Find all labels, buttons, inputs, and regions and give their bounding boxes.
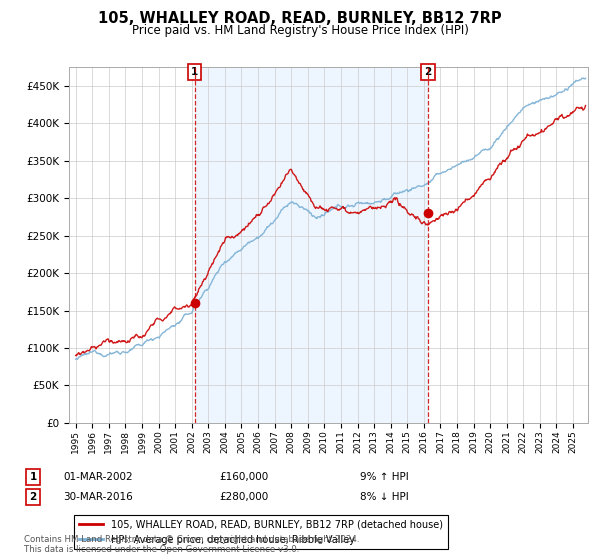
Bar	[194, 67, 428, 423]
Text: 2: 2	[29, 492, 37, 502]
Text: Price paid vs. HM Land Registry's House Price Index (HPI): Price paid vs. HM Land Registry's House …	[131, 24, 469, 36]
Text: 2: 2	[424, 67, 431, 77]
Text: 01-MAR-2002: 01-MAR-2002	[63, 472, 133, 482]
Text: £160,000: £160,000	[219, 472, 268, 482]
Text: 30-MAR-2016: 30-MAR-2016	[63, 492, 133, 502]
Text: 1: 1	[29, 472, 37, 482]
Text: 8% ↓ HPI: 8% ↓ HPI	[360, 492, 409, 502]
Text: Contains HM Land Registry data © Crown copyright and database right 2024.
This d: Contains HM Land Registry data © Crown c…	[24, 535, 359, 554]
Text: 1: 1	[191, 67, 198, 77]
Text: £280,000: £280,000	[219, 492, 268, 502]
Text: 9% ↑ HPI: 9% ↑ HPI	[360, 472, 409, 482]
Legend: 105, WHALLEY ROAD, READ, BURNLEY, BB12 7RP (detached house), HPI: Average price,: 105, WHALLEY ROAD, READ, BURNLEY, BB12 7…	[74, 515, 448, 549]
Text: 105, WHALLEY ROAD, READ, BURNLEY, BB12 7RP: 105, WHALLEY ROAD, READ, BURNLEY, BB12 7…	[98, 11, 502, 26]
